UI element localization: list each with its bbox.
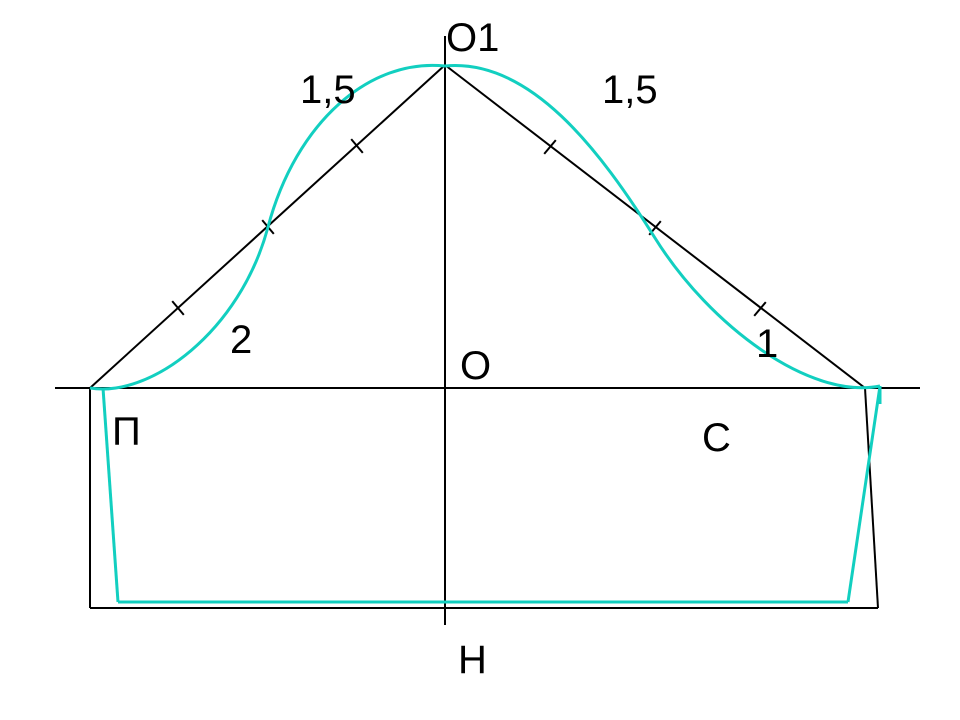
label-right-1: 1 — [756, 324, 778, 364]
ticks — [172, 139, 766, 316]
label-H: Н — [458, 640, 487, 680]
label-left-2: 2 — [230, 320, 252, 360]
label-left-1-5: 1,5 — [300, 70, 356, 110]
sleeve-pattern-diagram: О1 О Н П С 1,5 1,5 2 1 — [0, 0, 960, 720]
label-right-1-5: 1,5 — [602, 70, 658, 110]
label-C: С — [702, 418, 731, 458]
label-O: О — [460, 346, 491, 386]
label-O1: О1 — [446, 18, 499, 58]
sleeve-cap-right-curve — [445, 66, 880, 388]
label-P: П — [112, 412, 141, 452]
